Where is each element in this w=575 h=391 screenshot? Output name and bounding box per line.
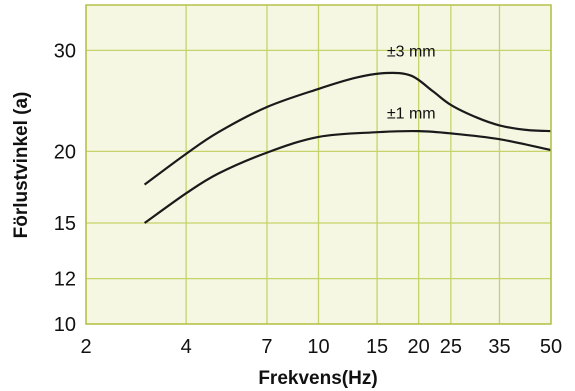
x-axis-title: Frekvens(Hz) xyxy=(258,368,377,389)
x-tick-label: 10 xyxy=(307,336,329,358)
x-tick-label: 25 xyxy=(440,336,462,358)
y-tick-labels: 10 12 15 20 30 xyxy=(54,40,76,336)
x-tick-label: 35 xyxy=(488,336,510,358)
series-line xyxy=(143,129,552,224)
series-labels: ±3 mm ±1 mm xyxy=(387,43,436,122)
series-line xyxy=(143,71,552,186)
y-tick-label: 30 xyxy=(54,40,76,62)
x-tick-label: 50 xyxy=(540,336,562,358)
x-tick-label: 20 xyxy=(408,336,430,358)
y-tick-label: 20 xyxy=(54,141,76,163)
y-tick-label: 12 xyxy=(54,269,76,291)
x-tick-label: 4 xyxy=(181,336,192,358)
curves xyxy=(143,71,552,224)
x-tick-label: 15 xyxy=(366,336,388,358)
series-label: ±1 mm xyxy=(387,106,436,123)
y-tick-label: 10 xyxy=(54,314,76,336)
y-tick-label: 15 xyxy=(54,213,76,235)
series-label: ±3 mm xyxy=(387,43,436,60)
x-tick-label: 7 xyxy=(261,336,272,358)
x-tick-label: 2 xyxy=(80,336,91,358)
plot-frame xyxy=(85,4,552,325)
x-tick-labels: 2 4 7 10 15 20 25 35 50 xyxy=(80,336,562,358)
y-axis-title: Förlustvinkel (a) xyxy=(11,92,32,239)
